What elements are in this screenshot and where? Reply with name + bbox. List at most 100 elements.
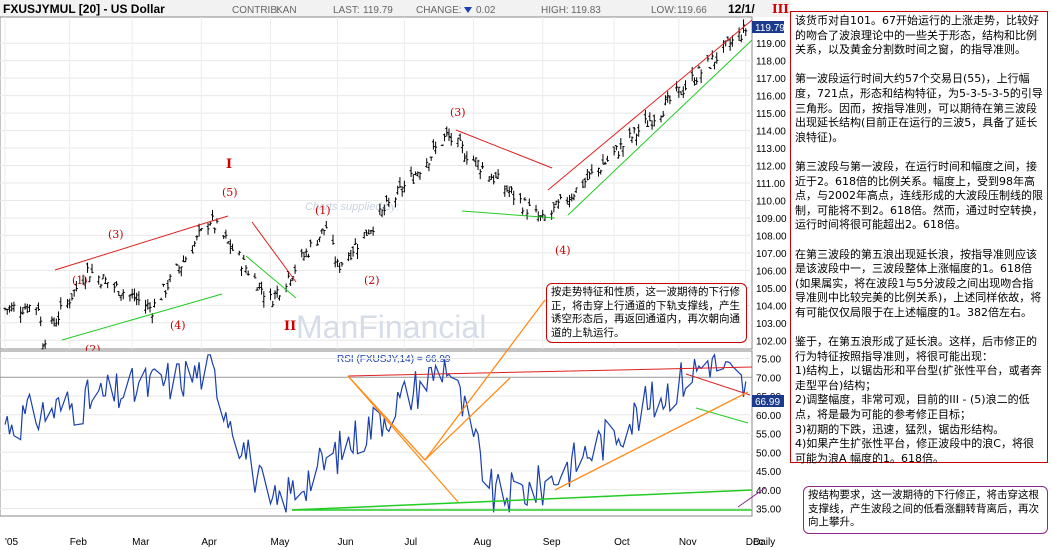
price-tick-label: 117.00 <box>756 74 786 85</box>
last-value: 119.79 <box>363 5 393 16</box>
price-tick-label: 110.00 <box>756 196 786 207</box>
x-tick-label: Mar <box>132 537 150 548</box>
price-tick-label: 116.00 <box>756 92 786 103</box>
rsi-green-support-line <box>291 489 753 511</box>
commentary-text: 该货币对自101。67开始运行的上涨走势，比较好的吻合了波浪理论中的一些关于形态… <box>795 14 1043 465</box>
wave-label-iii-4: (4) <box>555 244 571 257</box>
red-upper-line-wave1 <box>54 215 229 271</box>
green-line-wave2 <box>245 255 297 299</box>
purple-callout-connector <box>737 487 766 508</box>
price-tick-label: 114.00 <box>756 127 786 138</box>
watermark-logo: ManFinancial <box>296 309 486 345</box>
low-value: 119.66 <box>677 5 707 16</box>
low-label: LOW: <box>651 5 676 16</box>
x-tick-label: Apr <box>201 537 217 548</box>
price-tick-label: 109.00 <box>756 214 787 225</box>
x-tick-label: May <box>271 537 290 548</box>
x-tick-label: '05 <box>5 537 18 548</box>
price-tick-label: 115.00 <box>756 109 786 120</box>
symbol-title: FXUSJYMUL [20] - US Dollar <box>3 2 165 16</box>
callout-purple-text: 按结构要求，这一波期待的下行修正，将击穿这根支撑线，产生波段之间的低看涨翻转背离… <box>808 489 1039 528</box>
price-tick-label: 103.00 <box>756 319 787 330</box>
green-lower-channel-line <box>567 39 753 216</box>
rsi-annotations <box>291 299 766 511</box>
price-tick-label: 112.00 <box>756 162 786 173</box>
price-tick-label: 111.00 <box>756 179 786 190</box>
x-tick-label: Aug <box>474 537 492 548</box>
price-tick-label: 113.00 <box>756 144 786 155</box>
wave-label-4: (4) <box>170 319 186 332</box>
price-tick-label: 107.00 <box>756 249 787 260</box>
current-price-tag-bg <box>752 21 784 33</box>
rsi-tick-label: 50.00 <box>756 448 781 459</box>
current-price-tag: 119.79 <box>755 23 785 34</box>
last-label: LAST: <box>333 5 360 16</box>
x-tick-label: Oct <box>614 537 630 548</box>
x-tick-label: Jun <box>337 537 353 548</box>
price-tick-label: 106.00 <box>756 266 787 277</box>
change-down-arrow-icon <box>464 7 472 13</box>
price-tick-label: 105.00 <box>756 284 787 295</box>
wave-label-5: (5) <box>222 186 238 199</box>
change-label: CHANGE: <box>416 5 462 16</box>
rsi-tick-label: 60.00 <box>756 411 781 422</box>
rsi-tick-label: 35.00 <box>756 505 781 516</box>
rsi-tick-label: 75.00 <box>756 355 781 366</box>
rsi-orange-callout-connector <box>424 299 546 461</box>
contrib-value: KAN <box>276 5 297 16</box>
rsi-current-tag: 66.99 <box>755 397 780 408</box>
rsi-current-tag-bg <box>752 395 784 407</box>
rsi-tick-label: 40.00 <box>756 486 781 497</box>
callout-red-box: 按走势特征和性质，这一波期待的下行修正，将击穿上行通道的下轨支撑线，产生诱空形态… <box>546 283 747 343</box>
callout-red-text: 按走势特征和性质，这一波期待的下行修正，将击穿上行通道的下轨支撑线，产生诱空形态… <box>551 286 740 339</box>
price-trendlines <box>54 19 753 341</box>
rsi-red-short-line <box>685 373 751 396</box>
change-value: 0.02 <box>476 5 496 16</box>
price-tick-label: 104.00 <box>756 301 787 312</box>
price-tick-label: 118.00 <box>756 57 786 68</box>
watermark-text: Charts supplied by: <box>305 201 399 213</box>
x-axis-daily-label: Daily <box>753 537 775 548</box>
red-line-wave4 <box>455 129 553 169</box>
wave-label-1: (1) <box>72 274 88 287</box>
corner-wave-label: III <box>772 2 789 16</box>
rsi-series-line <box>4 353 747 513</box>
header-bar <box>0 0 790 17</box>
x-tick-label: Feb <box>70 537 88 548</box>
red-upper-channel-line <box>547 19 753 191</box>
contrib-label: CONTRIB: <box>232 5 280 16</box>
price-tick-label: 108.00 <box>756 231 787 242</box>
rsi-tick-label: 55.00 <box>756 430 781 441</box>
x-tick-label: Jul <box>404 537 417 548</box>
x-tick-label: Nov <box>679 537 697 548</box>
rsi-red-top-line <box>347 366 753 377</box>
rsi-orange-rising-line <box>554 391 749 491</box>
x-tick-label: Dec <box>746 537 764 548</box>
wave-label-II: II <box>284 319 296 334</box>
commentary-box: 该货币对自101。67开始运行的上涨走势，比较好的吻合了波浪理论中的一些关于形态… <box>790 11 1048 465</box>
rsi-tick-label: 70.00 <box>756 373 781 384</box>
price-bars <box>3 19 748 350</box>
callout-purple-box: 按结构要求，这一波期待的下行修正，将击穿这根支撑线，产生波段之间的低看涨翻转背离… <box>803 486 1048 534</box>
price-tick-label: 119.00 <box>756 39 786 50</box>
x-axis: '05 Feb Mar Apr May Jun Jul Aug Sep Oct Nov DecDail… <box>5 537 775 548</box>
price-tick-label: 102.00 <box>756 336 787 347</box>
price-axis: 102.00 103.00 104.00 105.00 106.00 107.00 108.… <box>756 39 787 347</box>
wave-label-iii-2: (2) <box>364 274 380 287</box>
rsi-green-short-line <box>695 407 749 424</box>
green-line-wave4 <box>461 210 556 219</box>
red-line-wave2 <box>251 221 297 283</box>
high-value: 119.83 <box>571 5 601 16</box>
rsi-orange-line-down <box>347 375 459 503</box>
date-corner: 12/1/ <box>728 2 755 16</box>
wave-labels: (1) (2) (3) (4) (5) I II (1) (2) (3) (4) <box>72 106 571 356</box>
wave-label-I: I <box>226 157 232 172</box>
x-tick-label: Sep <box>543 537 561 548</box>
rsi-label: RSI (FXUSJY,14) = 66.99 <box>337 354 451 365</box>
rsi-tick-label: 45.00 <box>756 467 781 478</box>
wave-label-iii-1: (1) <box>315 204 331 217</box>
wave-label-3: (3) <box>108 228 124 241</box>
high-label: HIGH: <box>541 5 569 16</box>
green-lower-line-wave1 <box>61 293 223 341</box>
wave-label-iii-3: (3) <box>450 106 466 119</box>
